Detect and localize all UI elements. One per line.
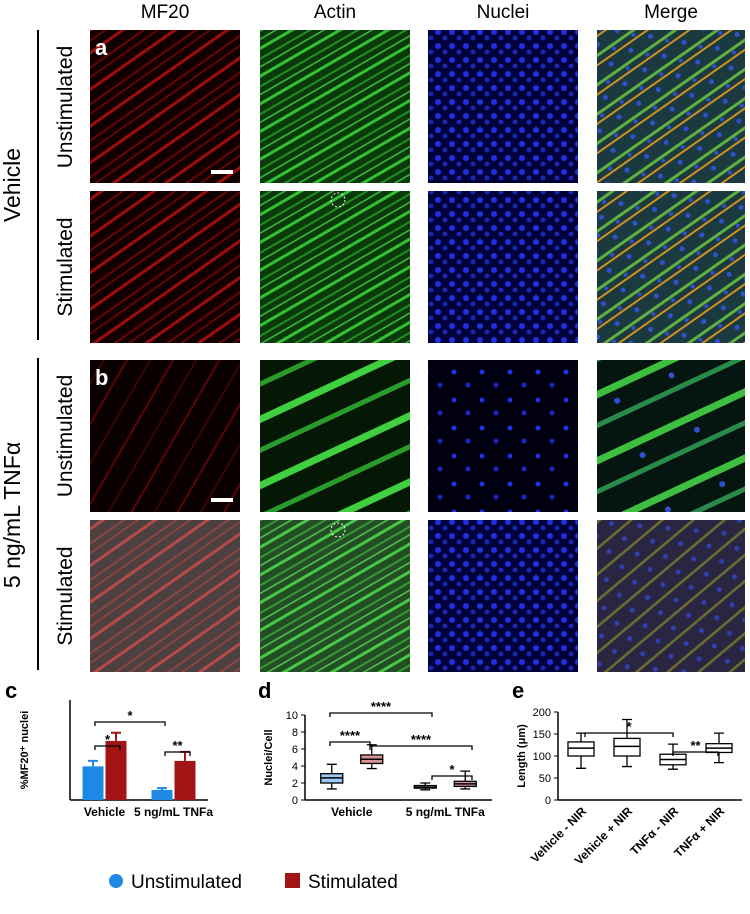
whisker bbox=[668, 743, 678, 770]
significance-label: ** bbox=[172, 738, 183, 753]
x-tick-label: TNFα + NIR bbox=[671, 804, 727, 860]
box bbox=[567, 741, 595, 757]
panel-letter: a bbox=[95, 35, 108, 60]
micrograph bbox=[597, 191, 745, 343]
row-label: Stimulated bbox=[54, 546, 77, 645]
micrograph bbox=[597, 360, 745, 512]
significance-bracket bbox=[164, 751, 191, 756]
row-label: Unstimulated bbox=[54, 375, 77, 498]
y-axis-label: Nuclei/Cell bbox=[263, 729, 275, 785]
micrograph bbox=[90, 520, 240, 672]
y-tick-label: 8 bbox=[292, 727, 298, 739]
bar bbox=[174, 760, 196, 800]
significance-label: * bbox=[449, 762, 455, 777]
significance-bracket bbox=[329, 712, 433, 717]
panel-letter: e bbox=[512, 678, 524, 703]
row-label: Unstimulated bbox=[54, 46, 77, 169]
significance-bracket bbox=[672, 751, 719, 756]
panel-letter: b bbox=[95, 365, 108, 390]
micrograph bbox=[260, 30, 410, 183]
whisker bbox=[366, 744, 377, 770]
whisker bbox=[326, 763, 337, 790]
y-tick-label: 0 bbox=[292, 795, 298, 807]
y-tick-label: 150 bbox=[533, 729, 551, 741]
micrograph bbox=[428, 520, 578, 672]
y-tick-label: 100 bbox=[533, 751, 551, 763]
significance-label: **** bbox=[371, 699, 392, 714]
micrograph bbox=[428, 191, 578, 343]
whisker bbox=[420, 782, 431, 791]
marker-circle bbox=[330, 192, 346, 208]
row-label: Stimulated bbox=[54, 217, 77, 316]
legend-label: Unstimulated bbox=[131, 872, 242, 893]
y-axis-label: %MF20⁺ nuclei bbox=[19, 711, 31, 790]
error-bar bbox=[180, 750, 190, 761]
micrograph bbox=[428, 30, 578, 183]
column-header: Nuclei bbox=[477, 2, 530, 23]
panel-letter: d bbox=[258, 678, 271, 703]
column-header: Merge bbox=[644, 2, 698, 23]
significance-bracket bbox=[94, 721, 166, 726]
micrograph bbox=[260, 360, 410, 512]
x-tick-label: Vehicle bbox=[84, 805, 126, 819]
significance-label: ** bbox=[690, 738, 701, 753]
significance-label: * bbox=[127, 708, 133, 723]
x-tick-label: 5 ng/mL TNFa bbox=[406, 805, 485, 819]
panel-letter: c bbox=[5, 678, 17, 703]
micrograph bbox=[90, 30, 240, 183]
y-tick-label: 4 bbox=[292, 761, 298, 773]
micrograph bbox=[597, 520, 745, 672]
significance-bracket bbox=[369, 745, 473, 750]
whisker bbox=[714, 732, 724, 764]
significance-label: **** bbox=[340, 728, 361, 743]
whisker bbox=[576, 732, 586, 769]
error-bar bbox=[157, 787, 167, 790]
group-label: 5 ng/mL TNFα bbox=[0, 442, 25, 588]
error-bar bbox=[88, 759, 98, 767]
bar bbox=[105, 740, 127, 800]
micrograph bbox=[90, 360, 240, 512]
bar bbox=[82, 766, 104, 800]
y-tick-label: 0 bbox=[545, 795, 551, 807]
y-tick-label: 50 bbox=[539, 773, 551, 785]
significance-bracket bbox=[431, 775, 473, 780]
legend-swatch bbox=[285, 873, 300, 888]
significance-label: * bbox=[626, 719, 632, 734]
column-header: Actin bbox=[314, 2, 356, 23]
column-header: MF20 bbox=[141, 2, 190, 23]
group-label: Vehicle bbox=[0, 148, 25, 222]
significance-label: * bbox=[105, 732, 111, 747]
bar bbox=[151, 790, 173, 800]
micrograph bbox=[428, 360, 578, 512]
significance-bracket bbox=[94, 745, 121, 750]
significance-label: **** bbox=[411, 732, 432, 747]
y-tick-label: 2 bbox=[292, 778, 298, 790]
x-tick-label: Vehicle bbox=[331, 805, 373, 819]
micrograph bbox=[260, 191, 410, 343]
y-axis-label: Length (μm) bbox=[516, 724, 528, 788]
significance-bracket bbox=[329, 741, 371, 746]
y-tick-label: 10 bbox=[286, 710, 298, 722]
error-bar bbox=[111, 731, 121, 741]
micrograph bbox=[597, 30, 745, 183]
micrograph bbox=[90, 191, 240, 343]
x-tick-label: 5 ng/mL TNFa bbox=[134, 805, 213, 819]
micrograph bbox=[260, 520, 410, 672]
box bbox=[613, 737, 641, 757]
y-tick-label: 6 bbox=[292, 744, 298, 756]
significance-bracket bbox=[584, 732, 674, 737]
marker-circle bbox=[330, 522, 346, 538]
legend-label: Stimulated bbox=[308, 872, 398, 893]
legend-swatch bbox=[109, 874, 123, 888]
y-tick-label: 200 bbox=[533, 707, 551, 719]
whisker bbox=[622, 718, 632, 768]
micrograph-grid bbox=[90, 30, 745, 672]
